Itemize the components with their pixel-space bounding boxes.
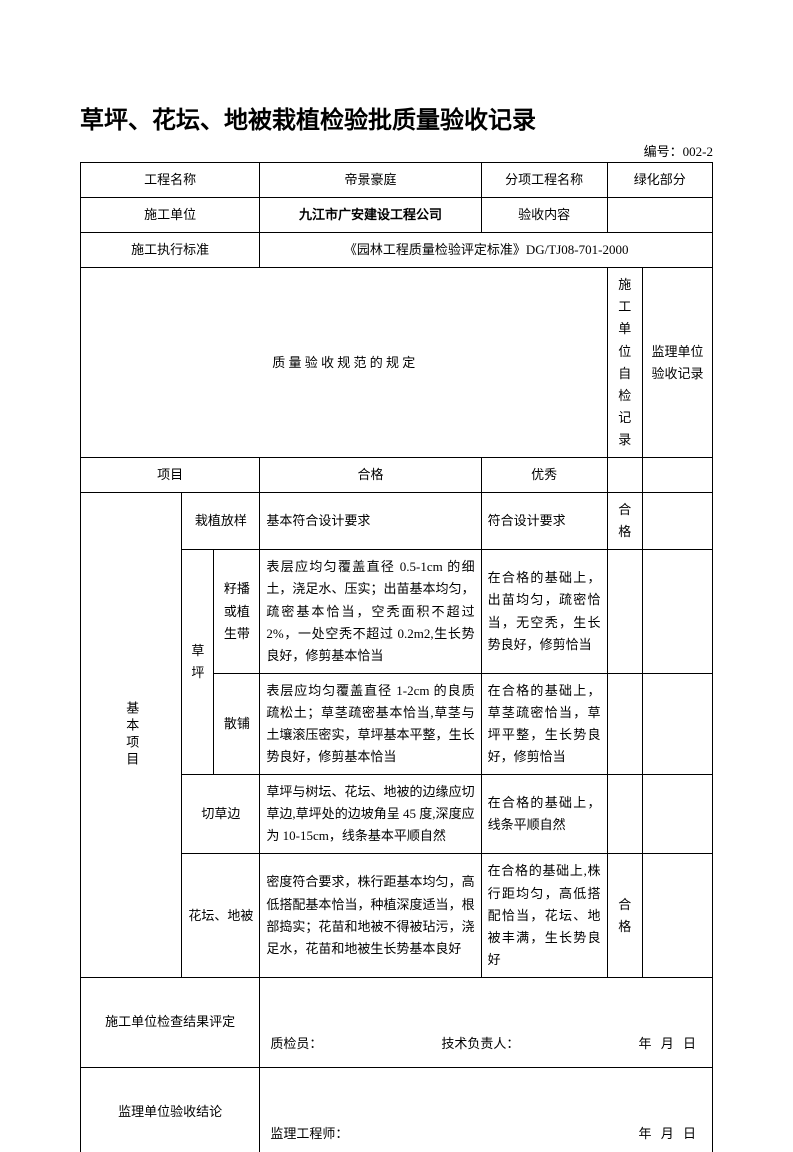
header-row-3: 施工执行标准 《园林工程质量检验评定标准》DG/TJ08-701-2000: [81, 233, 713, 268]
r2-sub: 籽播或植生带: [214, 550, 260, 673]
r5-sup: [643, 854, 713, 977]
r5-exc: 在合格的基础上,株行距均匀，高低搭配恰当，花坛、地被丰满，生长势良好: [481, 854, 607, 977]
r1-exc: 符合设计要求: [481, 493, 607, 550]
qc-label: 质检员：: [270, 1033, 322, 1055]
header-row-1: 工程名称 帝景豪庭 分项工程名称 绿化部分: [81, 163, 713, 198]
tech-label: 技术负责人：: [441, 1033, 519, 1055]
r1-pass: 基本符合设计要求: [260, 493, 481, 550]
row-1: 基本项目 栽植放样 基本符合设计要求 符合设计要求 合格: [81, 493, 713, 550]
item-header: 项目: [81, 458, 260, 493]
project-name: 帝景豪庭: [260, 163, 481, 198]
self-blank: [607, 458, 642, 493]
r5-self: 合格: [607, 854, 642, 977]
accept-content-label: 验收内容: [481, 198, 607, 233]
spec-header: 质 量 验 收 规 范 的 规 定: [81, 268, 608, 458]
r3-self: [607, 673, 642, 774]
r3-sub: 散铺: [214, 673, 260, 774]
sup-conclusion-label: 监理单位验收结论: [81, 1067, 260, 1152]
self-header: 施工单位自检记录: [607, 268, 642, 458]
check-label: 施工单位检查结果评定: [81, 977, 260, 1067]
accept-content: [607, 198, 712, 233]
date-check: 年 月 日: [638, 1033, 696, 1055]
header-row-2: 施工单位 九江市广安建设工程公司 验收内容: [81, 198, 713, 233]
r1-sup: [643, 493, 713, 550]
standard-label: 施工执行标准: [81, 233, 260, 268]
check-row: 施工单位检查结果评定 质检员： 技术负责人： 年 月 日: [81, 977, 713, 1067]
r4-sup: [643, 775, 713, 854]
record-table: 工程名称 帝景豪庭 分项工程名称 绿化部分 施工单位 九江市广安建设工程公司 验…: [80, 162, 713, 1152]
contractor-label: 施工单位: [81, 198, 260, 233]
r3-exc: 在合格的基础上，草茎疏密恰当，草坪平整，生长势良好，修剪恰当: [481, 673, 607, 774]
r5-name: 花坛、地被: [182, 854, 260, 977]
r4-pass: 草坪与树坛、花坛、地被的边缘应切草边,草坪处的边坡角呈 45 度,深度应为 10…: [260, 775, 481, 854]
r2-sup: [643, 550, 713, 673]
page: 草坪、花坛、地被栽植检验批质量验收记录 编号：002-2 工程名称 帝景豪庭 分…: [0, 0, 793, 1152]
standard: 《园林工程质量检验评定标准》DG/TJ08-701-2000: [260, 233, 713, 268]
project-name-label: 工程名称: [81, 163, 260, 198]
subitem-label: 分项工程名称: [481, 163, 607, 198]
r1-name: 栽植放样: [182, 493, 260, 550]
r3-sup: [643, 673, 713, 774]
sup-eng-label: 监理工程师：: [270, 1123, 348, 1145]
doc-number: 编号：002-2: [80, 141, 713, 160]
r5-pass: 密度符合要求，株行距基本均匀，高低搭配基本恰当，种植深度适当，根部捣实；花苗和地…: [260, 854, 481, 977]
col-header-1: 质 量 验 收 规 范 的 规 定 施工单位自检记录 监理单位验收记录: [81, 268, 713, 458]
sup-blank: [643, 458, 713, 493]
supervision-row: 监理单位验收结论 监理工程师： 年 月 日: [81, 1067, 713, 1152]
section-label: 基本项目: [81, 493, 182, 978]
date-sup: 年 月 日: [638, 1123, 696, 1145]
contractor: 九江市广安建设工程公司: [260, 198, 481, 233]
r2-pass: 表层应均匀覆盖直径 0.5-1cm 的细土，浇足水、压实；出苗基本均匀，疏密基本…: [260, 550, 481, 673]
pass-header: 合格: [260, 458, 481, 493]
r3-pass: 表层应均匀覆盖直径 1-2cm 的良质疏松土；草茎疏密基本恰当,草茎与土壤滚压密…: [260, 673, 481, 774]
r4-exc: 在合格的基础上，线条平顺自然: [481, 775, 607, 854]
excellent-header: 优秀: [481, 458, 607, 493]
sup-header: 监理单位验收记录: [643, 268, 713, 458]
r2-self: [607, 550, 642, 673]
r1-self: 合格: [607, 493, 642, 550]
r4-name: 切草边: [182, 775, 260, 854]
page-title: 草坪、花坛、地被栽植检验批质量验收记录: [80, 100, 713, 135]
check-content: 质检员： 技术负责人： 年 月 日: [260, 977, 713, 1067]
subitem: 绿化部分: [607, 163, 712, 198]
r2-exc: 在合格的基础上，出苗均匀，疏密恰当，无空秃，生长势良好，修剪恰当: [481, 550, 607, 673]
col-header-2: 项目 合格 优秀: [81, 458, 713, 493]
sup-content: 监理工程师： 年 月 日: [260, 1067, 713, 1152]
lawn-label: 草坪: [182, 550, 214, 775]
r4-self: [607, 775, 642, 854]
